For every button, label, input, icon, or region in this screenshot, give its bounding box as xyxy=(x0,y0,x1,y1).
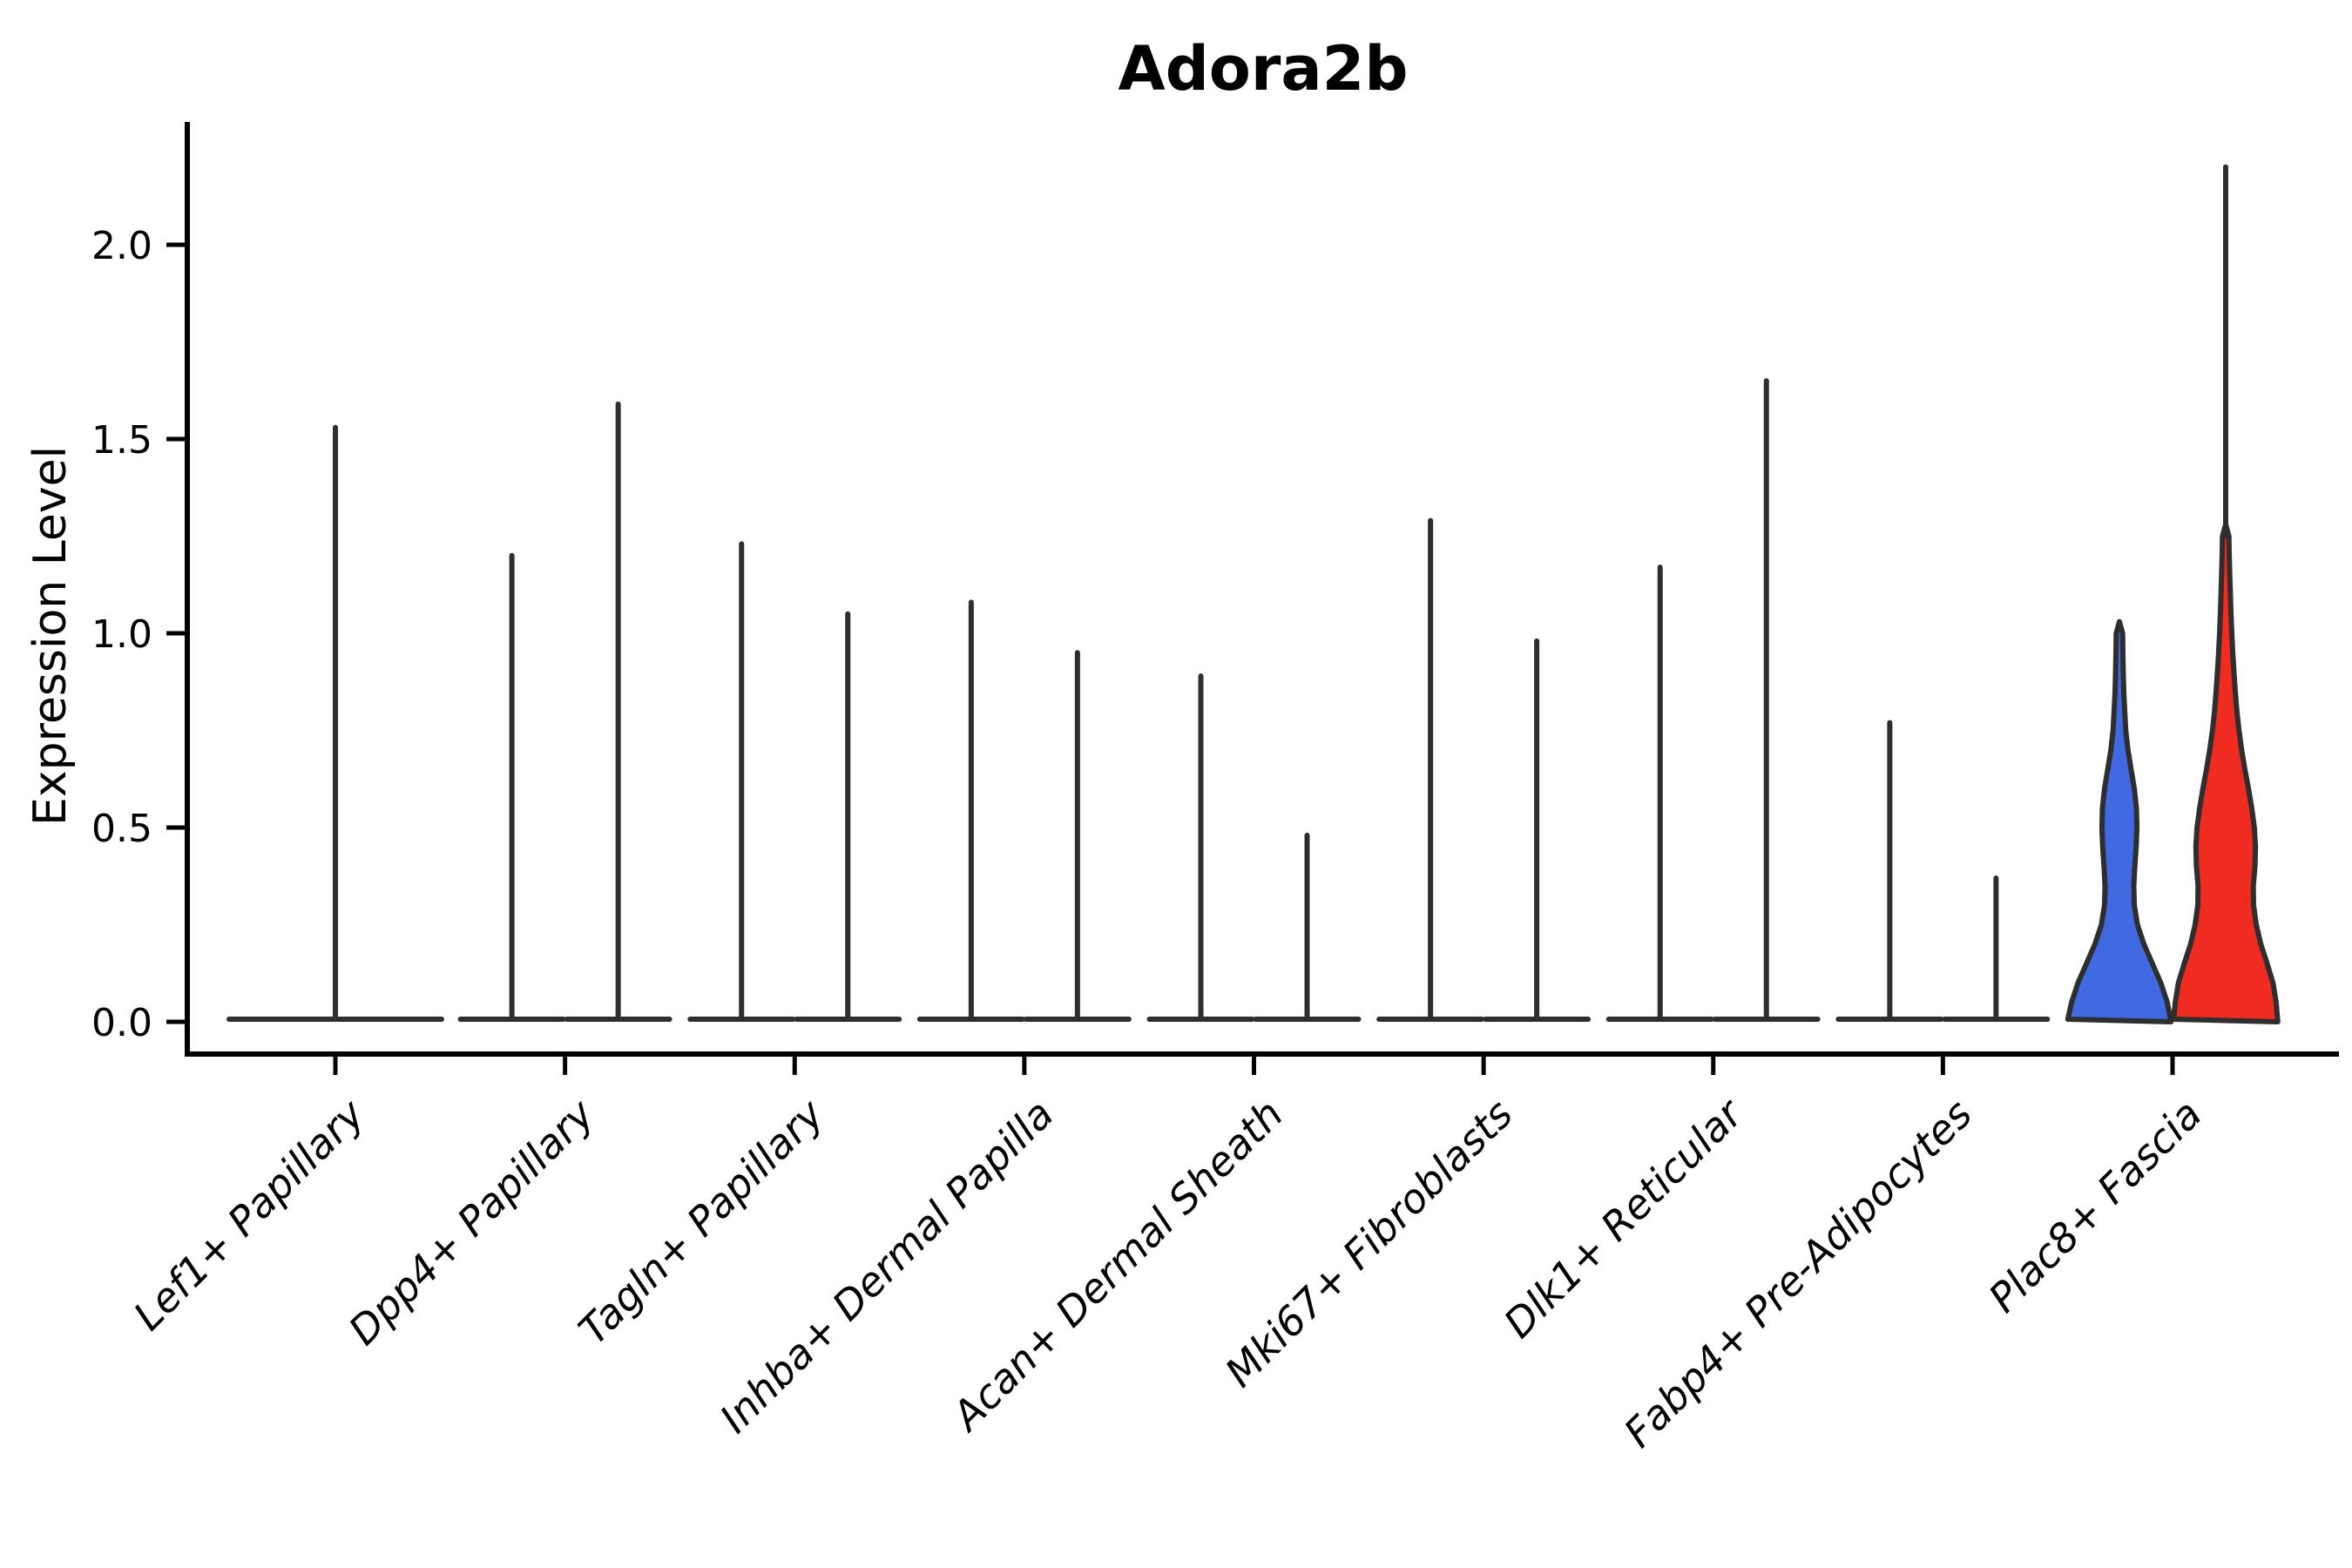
y-axis-label: Expression Level xyxy=(24,446,77,826)
y-tick-label: 0.5 xyxy=(91,807,152,851)
x-tick-label: Plac8+ Fascia xyxy=(1979,1091,2210,1321)
violins xyxy=(226,164,2281,1024)
y-tick-label: 2.0 xyxy=(91,224,152,268)
y-tick-label: 1.5 xyxy=(91,418,152,463)
x-tick-label: Dlk1+ Reticular xyxy=(1495,1088,1754,1347)
page-title: Adora2b xyxy=(1119,33,1409,105)
x-tick-label: Tagln+ Papillary xyxy=(570,1090,834,1354)
x-tick-label: Dpp4+ Papillary xyxy=(340,1090,604,1354)
violin-filled xyxy=(2171,522,2281,1024)
x-tick-label: Lef1+ Papillary xyxy=(125,1090,374,1339)
y-tick-label: 0.0 xyxy=(91,1001,152,1045)
violin-filled xyxy=(2065,618,2174,1024)
y-axis-ticks: 0.0 0.5 1.0 1.5 2.0 xyxy=(91,224,187,1045)
y-tick-label: 1.0 xyxy=(91,612,152,657)
